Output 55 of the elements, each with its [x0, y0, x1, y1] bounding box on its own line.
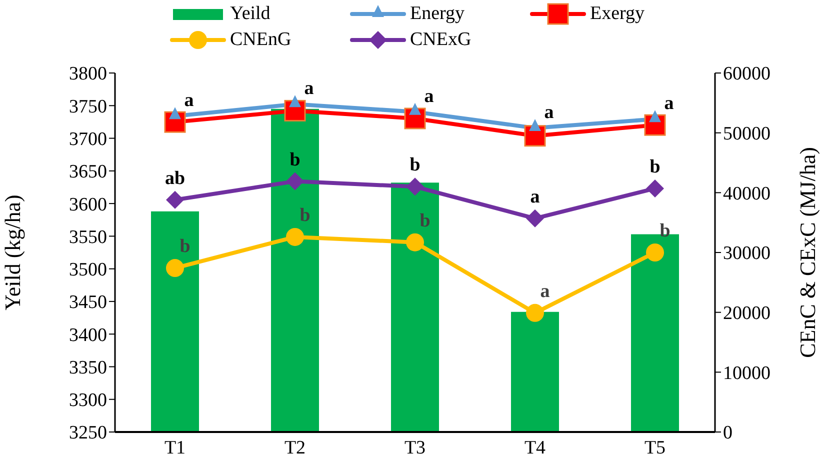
data-label: b [290, 149, 300, 170]
point [646, 244, 664, 262]
point [166, 259, 184, 278]
y-tick-label: 3500 [69, 260, 107, 281]
x-tick-label: T3 [404, 437, 426, 458]
data-label: a [544, 102, 554, 124]
x-tick-label: T4 [524, 437, 546, 458]
legend-label: Energy [410, 3, 465, 25]
legend-label: Yeild [230, 3, 270, 25]
y2-tick-label: 10000 [723, 362, 770, 384]
y-tick-label: 3650 [69, 162, 107, 183]
point [526, 209, 544, 228]
legend-label: CNExG [410, 29, 472, 51]
point [406, 233, 424, 252]
data-label: a [184, 90, 194, 112]
y2-tick-label: 30000 [723, 243, 770, 264]
y-tick-label: 3400 [69, 324, 107, 346]
point [286, 172, 304, 190]
data-label: a [664, 93, 674, 114]
point [646, 179, 664, 198]
y2-tick-label: 50000 [723, 124, 770, 145]
point [286, 228, 304, 246]
y2-axis-title: CEnC & CExC (MJ/ha) [794, 147, 820, 358]
data-label: b [180, 236, 190, 258]
y2-tick-label: 20000 [723, 303, 770, 324]
y-tick-label: 3250 [69, 422, 107, 444]
y2-tick-label: 60000 [723, 64, 770, 85]
data-label: a [304, 78, 314, 100]
data-label: b [410, 154, 420, 176]
legend-label: Exergy [590, 3, 645, 25]
data-label: b [420, 210, 430, 232]
data-label: ab [164, 168, 186, 189]
y2-tick-label: 40000 [723, 183, 770, 204]
data-label: a [530, 186, 540, 208]
data-label: a [424, 86, 434, 107]
data-label: b [300, 204, 310, 226]
y-tick-label: 3600 [69, 194, 107, 216]
data-label: b [650, 156, 660, 178]
point [406, 178, 424, 196]
y2-tick-label: 0 [723, 422, 732, 444]
x-tick-label: T5 [644, 437, 666, 458]
y-tick-label: 3450 [69, 292, 107, 314]
x-tick-label: T2 [284, 437, 306, 458]
y-tick-label: 3550 [69, 226, 107, 248]
point [526, 304, 544, 322]
point [166, 190, 184, 209]
y-tick-label: 3300 [69, 390, 107, 412]
legend-label: CNEnG [230, 29, 292, 51]
y-tick-label: 3800 [69, 64, 107, 85]
x-tick-label: T1 [164, 437, 186, 458]
y-tick-label: 3750 [69, 96, 107, 118]
y-axis-title: Yeild (kg/ha) [0, 194, 25, 310]
y-tick-label: 3350 [69, 357, 107, 378]
y-tick-label: 3700 [69, 129, 107, 150]
data-label: a [540, 280, 550, 302]
